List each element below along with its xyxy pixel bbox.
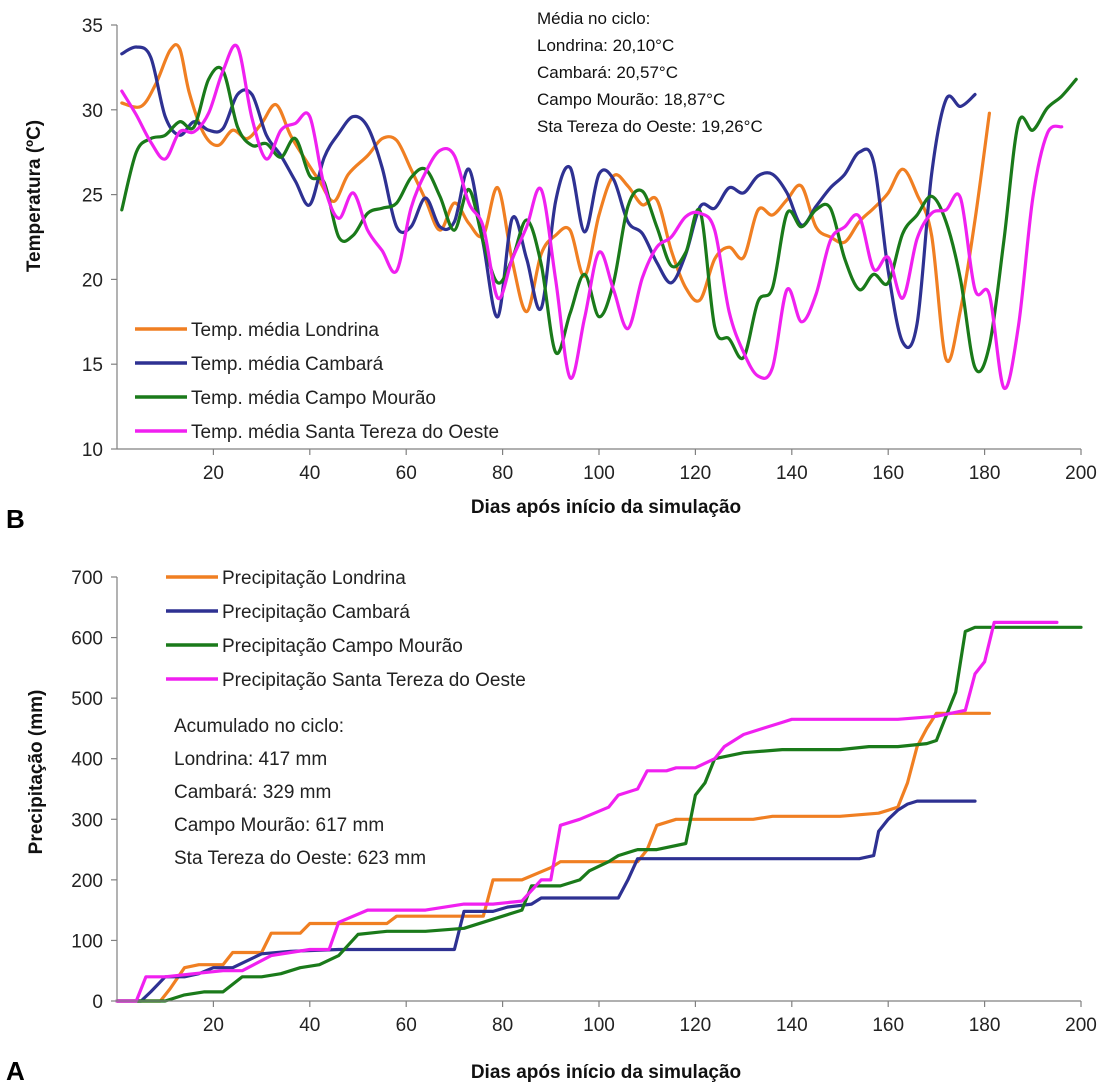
temperature-y-tick-label: 25 bbox=[82, 186, 103, 207]
panel-label-a: A bbox=[6, 1056, 25, 1086]
precipitation-x-tick-label: 180 bbox=[969, 1015, 1001, 1036]
precipitation-annotation-line: Campo Mourão: 617 mm bbox=[174, 815, 384, 836]
precipitation-annotation-line: Acumulado no ciclo: bbox=[174, 716, 344, 737]
temperature-series-campo-mourao bbox=[120, 65, 1078, 374]
precipitation-x-tick-label: 140 bbox=[776, 1015, 808, 1036]
temperature-series-cambara bbox=[120, 45, 977, 350]
temperature-legend: Temp. média Londrina Temp. média Cambará T… bbox=[135, 320, 499, 443]
precipitation-y-tick-label: 200 bbox=[71, 871, 103, 892]
precipitation-annotation-line: Sta Tereza do Oeste: 623 mm bbox=[174, 848, 426, 869]
panel-label-b: B bbox=[6, 504, 25, 534]
temperature-y-tick-label: 35 bbox=[82, 16, 103, 37]
temperature-x-tick-label: 40 bbox=[299, 463, 320, 484]
precipitation-x-tick-label: 40 bbox=[299, 1015, 320, 1036]
temperature-annotation-line: Cambará: 20,57°C bbox=[537, 63, 678, 82]
legend-label-santa-tereza: Precipitação Santa Tereza do Oeste bbox=[222, 670, 526, 691]
temperature-annotation-line: Londrina: 20,10°C bbox=[537, 36, 674, 55]
precipitation-x-tick-label: 60 bbox=[396, 1015, 417, 1036]
precipitation-series-campo-mourao bbox=[115, 625, 1083, 1003]
legend-label-cambara: Temp. média Cambará bbox=[191, 354, 384, 375]
precipitation-y-tick-label: 0 bbox=[92, 992, 103, 1013]
temperature-y-tick-label: 30 bbox=[82, 101, 103, 122]
temperature-x-tick-label: 160 bbox=[872, 463, 904, 484]
precipitation-y-tick-label: 500 bbox=[71, 689, 103, 710]
temperature-y-tick-label: 10 bbox=[82, 440, 103, 461]
temperature-x-tick-label: 100 bbox=[583, 463, 615, 484]
precipitation-x-tick-label: 20 bbox=[203, 1015, 224, 1036]
temperature-y-axis-title: Temperatura (ºC) bbox=[24, 120, 45, 272]
precipitation-y-tick-label: 700 bbox=[71, 568, 103, 589]
temperature-x-tick-label: 60 bbox=[396, 463, 417, 484]
temperature-x-tick-label: 120 bbox=[680, 463, 712, 484]
precipitation-x-tick-label: 120 bbox=[680, 1015, 712, 1036]
precipitation-series-londrina bbox=[115, 711, 991, 1003]
temperature-x-tick-label: 20 bbox=[203, 463, 224, 484]
temperature-annotation-line: Sta Tereza do Oeste: 19,26°C bbox=[537, 117, 763, 136]
precipitation-chart: 0 100 200 300 400 500 600 700 20 40 60 80 100 120 140 1… bbox=[6, 568, 1097, 1086]
temperature-annotation: Média no ciclo: Londrina: 20,10°C Cambará:… bbox=[537, 9, 763, 136]
temperature-series-londrina bbox=[120, 43, 991, 364]
legend-label-santa-tereza: Temp. média Santa Tereza do Oeste bbox=[191, 422, 499, 443]
temperature-annotation-line: Média no ciclo: bbox=[537, 9, 650, 28]
temperature-y-tick-label: 20 bbox=[82, 270, 103, 291]
temperature-x-tick-label: 180 bbox=[969, 463, 1001, 484]
precipitation-legend: Precipitação Londrina Precipitação Cambar… bbox=[166, 568, 526, 691]
precipitation-annotation-line: Cambará: 329 mm bbox=[174, 782, 331, 803]
temperature-x-tick-label: 80 bbox=[492, 463, 513, 484]
temperature-chart: 10 15 20 25 30 35 20 40 60 80 100 120 140 160 180 200 T… bbox=[6, 9, 1097, 534]
temperature-y-tick-label: 15 bbox=[82, 355, 103, 376]
legend-label-cambara: Precipitação Cambará bbox=[222, 602, 410, 623]
precipitation-x-tick-label: 80 bbox=[492, 1015, 513, 1036]
precipitation-annotation-line: Londrina: 417 mm bbox=[174, 749, 327, 770]
precipitation-annotation: Acumulado no ciclo: Londrina: 417 mm Camba… bbox=[174, 716, 426, 869]
temperature-annotation-line: Campo Mourão: 18,87°C bbox=[537, 90, 725, 109]
precipitation-series-santa-tereza bbox=[115, 620, 1059, 1003]
legend-label-campo-mourao: Temp. média Campo Mourão bbox=[191, 388, 436, 409]
temperature-series-santa-tereza bbox=[120, 43, 1064, 390]
precipitation-x-tick-label: 160 bbox=[872, 1015, 904, 1036]
precipitation-y-tick-label: 100 bbox=[71, 931, 103, 952]
precipitation-x-axis-title: Dias após início da simulação bbox=[471, 1062, 741, 1083]
precipitation-x-tick-label: 100 bbox=[583, 1015, 615, 1036]
legend-label-londrina: Precipitação Londrina bbox=[222, 568, 406, 589]
temperature-x-axis-title: Dias após início da simulação bbox=[471, 497, 741, 518]
legend-label-campo-mourao: Precipitação Campo Mourão bbox=[222, 636, 463, 657]
precipitation-y-tick-label: 300 bbox=[71, 810, 103, 831]
precipitation-y-tick-label: 600 bbox=[71, 629, 103, 650]
precipitation-y-tick-label: 400 bbox=[71, 750, 103, 771]
temperature-x-tick-label: 140 bbox=[776, 463, 808, 484]
precipitation-y-axis-title: Precipitação (mm) bbox=[26, 690, 47, 855]
precipitation-x-tick-label: 200 bbox=[1065, 1015, 1097, 1036]
legend-label-londrina: Temp. média Londrina bbox=[191, 320, 379, 341]
temperature-x-tick-label: 200 bbox=[1065, 463, 1097, 484]
